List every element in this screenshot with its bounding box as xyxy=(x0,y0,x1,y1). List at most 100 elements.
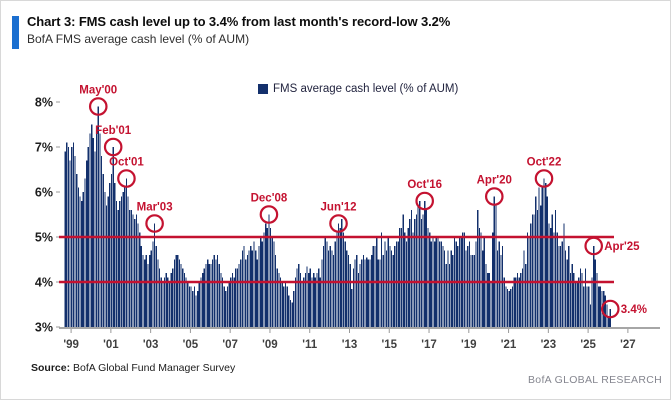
bar xyxy=(147,264,149,327)
bar xyxy=(89,133,91,327)
bar xyxy=(352,268,355,327)
annotation-label: May'00 xyxy=(79,85,117,97)
bar xyxy=(374,246,376,327)
bar xyxy=(284,282,287,327)
bar xyxy=(127,196,129,327)
bar xyxy=(513,277,515,327)
chart-subtitle: BofA FMS average cash level (% of AUM) xyxy=(27,32,250,46)
bar xyxy=(74,156,76,327)
bar xyxy=(482,250,484,327)
bar xyxy=(152,241,154,327)
bar xyxy=(268,214,270,327)
bar xyxy=(213,255,215,327)
bar xyxy=(301,282,303,327)
bar xyxy=(216,255,219,327)
bar xyxy=(405,241,408,327)
bar xyxy=(550,228,552,327)
bar xyxy=(183,273,186,327)
bar xyxy=(472,255,474,327)
bar xyxy=(286,286,288,327)
annotation-circle xyxy=(145,214,164,233)
bar xyxy=(366,257,368,327)
bar xyxy=(429,232,431,327)
bar xyxy=(404,232,406,327)
bar xyxy=(468,241,471,327)
bar xyxy=(326,241,328,327)
bar xyxy=(526,232,529,327)
bar xyxy=(144,259,146,327)
chart-legend: FMS average cash level (% of AUM) xyxy=(258,83,458,95)
bar xyxy=(349,264,351,327)
x-tick-label: '17 xyxy=(421,339,437,351)
bar xyxy=(99,133,101,327)
bar xyxy=(162,282,164,327)
bar xyxy=(371,255,373,327)
bar xyxy=(235,268,237,327)
bar xyxy=(298,264,300,327)
bar xyxy=(603,291,605,327)
bar xyxy=(105,205,108,327)
annotation-oct01: Oct'01 xyxy=(109,157,144,188)
bar xyxy=(538,187,540,327)
bar xyxy=(356,255,358,327)
bar xyxy=(362,255,365,327)
bar xyxy=(281,282,283,327)
bar xyxy=(442,246,444,327)
bar xyxy=(574,282,577,327)
x-tick-label: '13 xyxy=(342,339,358,351)
bar xyxy=(256,259,258,327)
bar xyxy=(173,259,176,327)
bar xyxy=(221,277,224,327)
bar xyxy=(561,241,563,327)
bar xyxy=(344,241,346,327)
bar xyxy=(515,277,517,327)
bar xyxy=(395,241,398,327)
bar xyxy=(467,246,469,327)
bar xyxy=(480,232,482,327)
legend-label: FMS average cash level (% of AUM) xyxy=(273,83,459,95)
bar xyxy=(311,277,313,327)
bar xyxy=(546,196,548,327)
bar xyxy=(332,255,335,327)
bar xyxy=(273,241,275,327)
bar xyxy=(155,246,157,327)
bar xyxy=(564,250,567,327)
bar xyxy=(571,264,573,327)
annotation-circle xyxy=(329,214,348,233)
bar xyxy=(465,250,467,327)
annotation-circle xyxy=(534,169,554,188)
source-note: Source: BofA Global Fund Manager Survey xyxy=(31,362,235,374)
annotation-circle xyxy=(117,169,136,188)
bar xyxy=(117,210,119,327)
bar xyxy=(452,255,454,327)
bar xyxy=(236,268,239,327)
bar xyxy=(182,268,184,327)
bar xyxy=(559,246,562,327)
bar xyxy=(487,273,489,327)
bar xyxy=(230,277,232,327)
annotation-label: Oct'01 xyxy=(109,157,144,169)
bar xyxy=(291,302,293,327)
reference-lines xyxy=(59,235,614,284)
bar xyxy=(265,223,267,327)
bar xyxy=(525,264,527,327)
bar xyxy=(322,246,325,327)
bar xyxy=(604,295,606,327)
bar xyxy=(195,295,197,327)
bar xyxy=(505,286,507,327)
bar xyxy=(530,223,532,327)
annotation-label: 3.4% xyxy=(621,304,647,316)
bar xyxy=(122,192,124,327)
x-tick-label: '27 xyxy=(620,339,636,351)
bar xyxy=(414,219,416,327)
bar xyxy=(175,255,177,327)
bar xyxy=(263,232,265,327)
bar xyxy=(139,232,141,327)
bar xyxy=(548,223,550,327)
y-tick-label: 3% xyxy=(35,321,53,335)
annotation-circle xyxy=(484,187,504,206)
bar xyxy=(306,266,308,327)
bar xyxy=(153,223,156,327)
bar xyxy=(228,282,230,327)
bar xyxy=(278,273,280,327)
